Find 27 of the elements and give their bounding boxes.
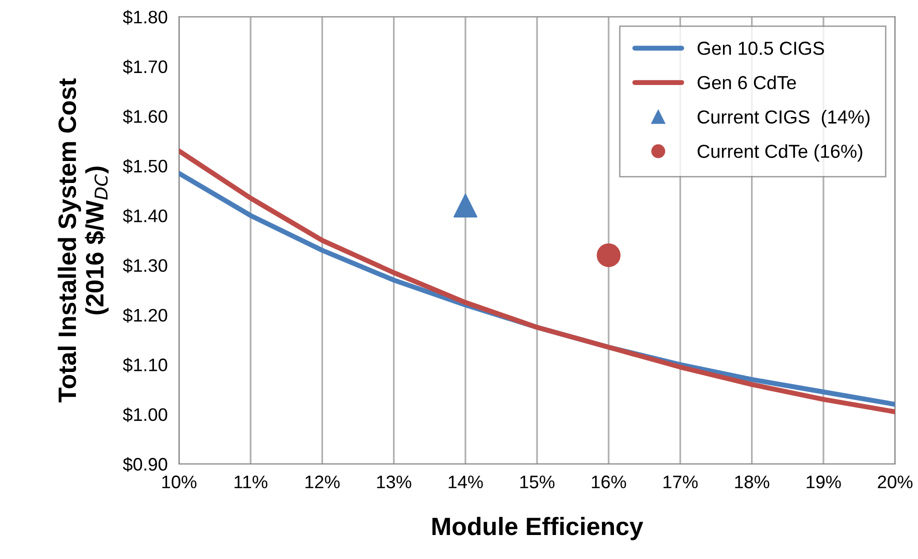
y-tick-label: $1.30 [122,258,168,274]
y-axis-title: Total Installed System Cost (2016 $/W$_{DC}$) [58,78,109,402]
x-tick-label: 15% [520,476,554,488]
legend-label: Gen 6 CdTe [698,76,796,90]
x-tick-label: 20% [878,476,912,488]
y-tick-label: $1.60 [122,109,168,124]
y-tick-label: $1.20 [122,308,168,323]
y-tick-label: $1.50 [122,159,168,174]
x-tick-label: 14% [448,476,483,488]
y-tick-label: $1.10 [122,358,168,372]
x-tick-label: 10% [162,476,196,488]
legend-label: Current CIGS (14%) [698,110,870,128]
legend-label: Gen 10.5 CIGS [698,42,824,55]
x-tick-label: 16% [592,476,626,488]
x-axis-title: Module Efficiency [432,516,644,540]
y-tick-label: $1.00 [122,407,168,422]
legend-label: Current CdTe (16%) [698,144,862,162]
x-tick-label: 11% [234,476,268,488]
y-tick-label: $0.90 [122,457,168,472]
x-tick-label: 13% [377,476,412,488]
x-tick-label: 18% [735,476,770,488]
x-tick-label: 19% [806,476,841,488]
y-tick-label: $1.70 [122,60,168,74]
y-tick-label: $1.40 [122,208,168,224]
y-tick-label: $1.80 [122,10,168,25]
x-tick-label: 17% [664,476,698,488]
x-tick-label: 12% [306,476,340,488]
